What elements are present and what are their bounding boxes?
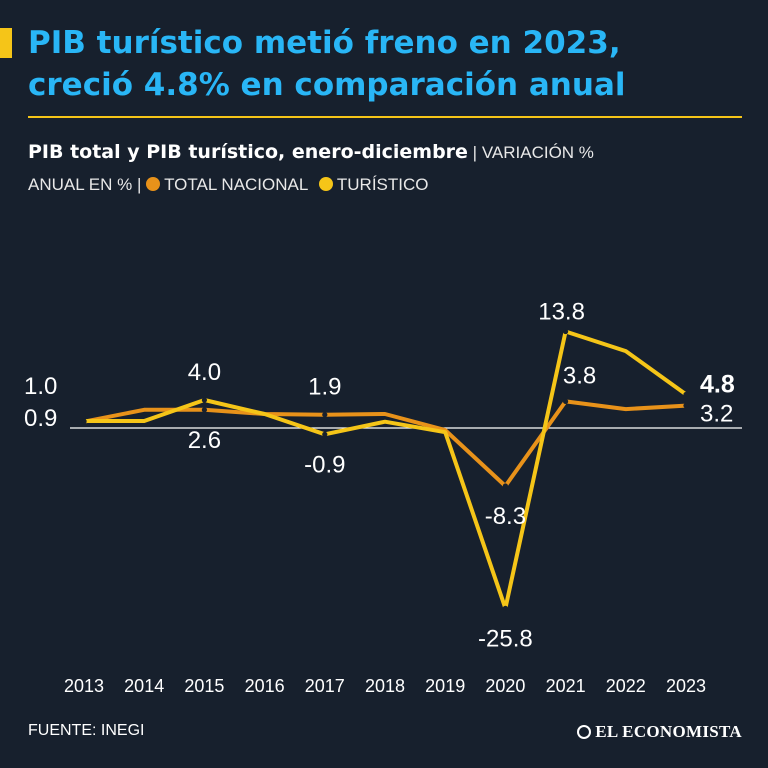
data-label: 1.9 <box>308 374 341 401</box>
data-label: -25.8 <box>478 625 533 652</box>
unit-label-part-2: ANUAL EN % <box>28 175 133 194</box>
x-tick-label: 2014 <box>124 676 164 696</box>
data-point-marker <box>502 483 508 489</box>
data-label: -8.3 <box>485 503 526 530</box>
x-tick-label: 2022 <box>606 676 646 696</box>
legend-item-total: TOTAL NACIONAL <box>146 174 308 195</box>
data-label: 0.9 <box>24 405 57 432</box>
data-label: 4.8 <box>700 370 735 398</box>
headline: PIB turístico metió freno en 2023, creci… <box>28 22 748 106</box>
chart-title: PIB total y PIB turístico, enero-diciemb… <box>28 141 468 163</box>
data-point-marker <box>502 605 508 611</box>
legend-dot-total-icon <box>146 177 161 191</box>
data-point-marker <box>563 398 569 405</box>
data-point-marker <box>683 391 689 398</box>
legend-item-tourism: TURÍSTICO <box>318 174 429 195</box>
data-label: 2.6 <box>188 427 221 454</box>
x-tick-label: 2017 <box>305 676 345 696</box>
data-point-marker <box>683 403 689 409</box>
x-tick-label: 2016 <box>245 676 285 696</box>
legend-label-tourism: TURÍSTICO <box>336 175 429 194</box>
data-point-marker <box>201 407 207 413</box>
data-label: 3.2 <box>700 401 733 428</box>
source-note: FUENTE: INEGI <box>28 722 145 739</box>
x-tick-label: 2023 <box>666 676 706 696</box>
x-tick-label: 2015 <box>184 676 224 696</box>
brand-name: EL ECONOMISTA <box>595 722 742 741</box>
brand-logo-icon <box>577 725 592 739</box>
x-tick-label: 2021 <box>546 676 586 696</box>
subtitle-separator: | <box>467 143 482 162</box>
headline-line-1: PIB turístico metió freno en 2023, <box>28 25 621 61</box>
data-label: -0.9 <box>304 451 345 478</box>
chart-subtitle: PIB total y PIB turístico, enero-diciemb… <box>28 136 748 201</box>
data-point-marker <box>322 412 328 418</box>
series-line-total <box>82 399 688 488</box>
series-line-tourism <box>82 329 688 611</box>
x-tick-label: 2013 <box>64 676 104 696</box>
legend-separator: | <box>132 175 147 194</box>
headline-divider <box>28 116 742 118</box>
x-tick-label: 2019 <box>425 676 465 696</box>
brand-logo: EL ECONOMISTA <box>577 722 742 742</box>
data-point-marker <box>322 431 328 437</box>
data-label: 1.0 <box>24 373 57 400</box>
data-label: 13.8 <box>538 299 585 326</box>
data-point-marker <box>81 419 87 425</box>
x-tick-label: 2020 <box>485 676 525 696</box>
legend-dot-tourism-icon <box>318 177 333 191</box>
x-tick-label: 2018 <box>365 676 405 696</box>
headline-accent-bar <box>0 28 12 58</box>
data-point-marker <box>201 397 207 403</box>
data-label: 3.8 <box>563 362 596 389</box>
data-point-marker <box>563 328 569 335</box>
legend-label-total: TOTAL NACIONAL <box>164 175 309 194</box>
headline-line-2: creció 4.8% en comparación anual <box>28 67 626 103</box>
data-label: 4.0 <box>188 359 221 386</box>
unit-label-part-1: VARIACIÓN % <box>481 143 594 162</box>
